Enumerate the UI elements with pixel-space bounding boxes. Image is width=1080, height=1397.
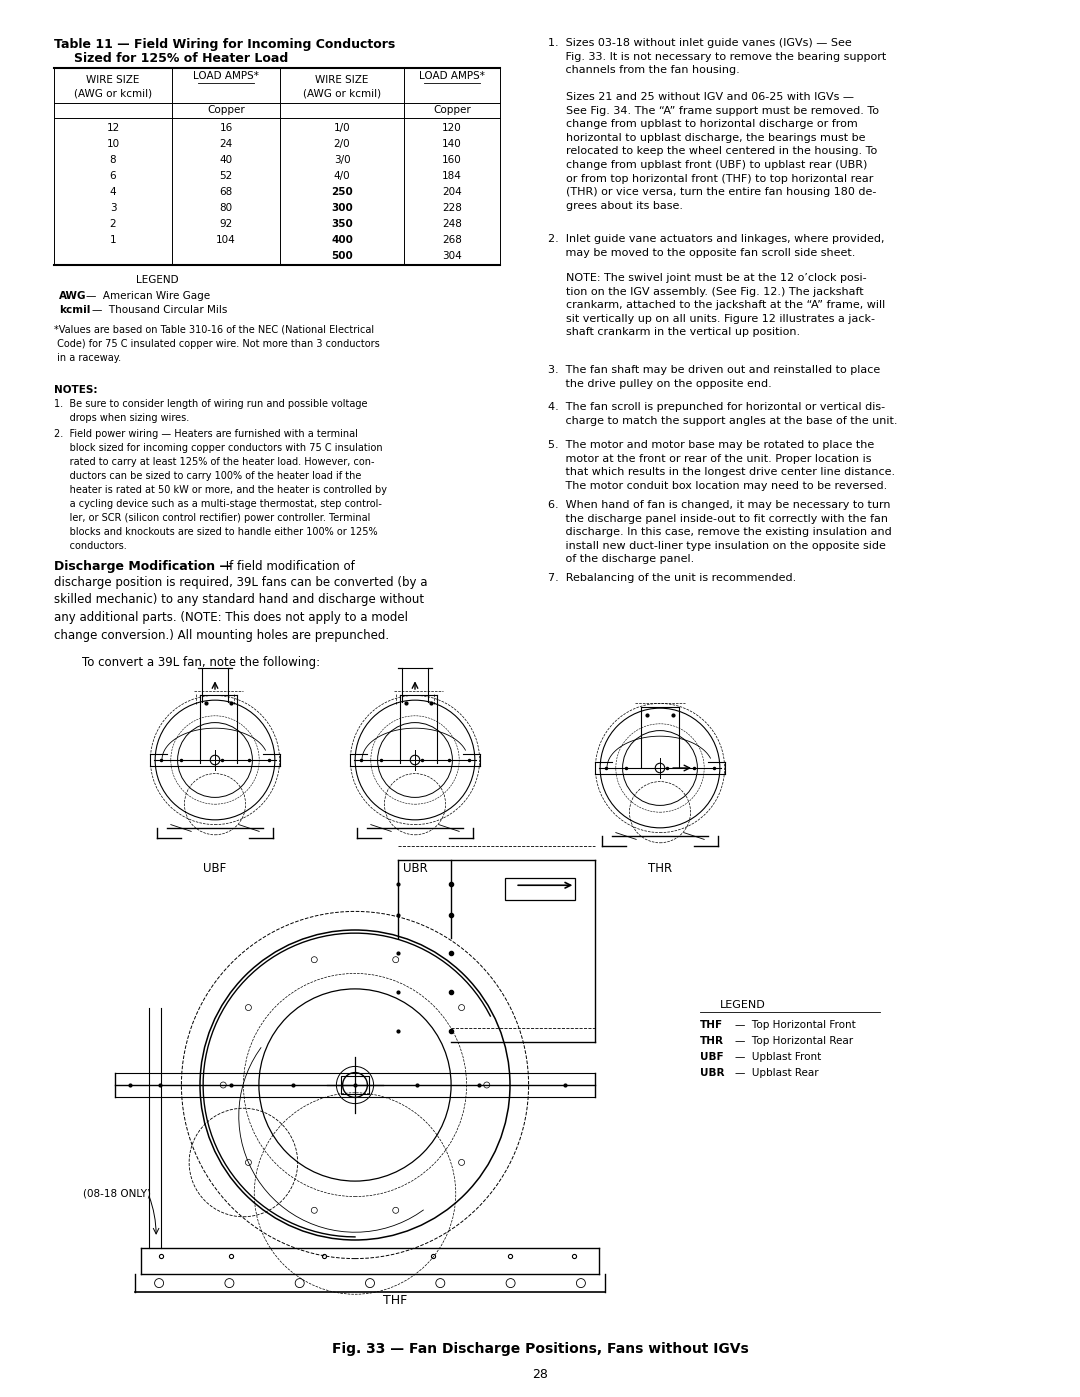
Text: 8: 8 — [110, 155, 117, 165]
Text: LOAD AMPS*: LOAD AMPS* — [193, 71, 259, 81]
Text: 248: 248 — [442, 219, 462, 229]
Text: Discharge Modification —: Discharge Modification — — [54, 560, 232, 573]
Text: 304: 304 — [442, 251, 462, 261]
Text: 1.  Be sure to consider length of wiring run and possible voltage
     drops whe: 1. Be sure to consider length of wiring … — [54, 400, 367, 423]
Text: 120: 120 — [442, 123, 462, 133]
Text: 250: 250 — [332, 187, 353, 197]
Text: UBR: UBR — [700, 1067, 725, 1078]
Text: 2: 2 — [110, 219, 117, 229]
Text: 40: 40 — [219, 155, 232, 165]
Text: LEGEND: LEGEND — [720, 1000, 766, 1010]
Text: 92: 92 — [219, 219, 232, 229]
Text: —  Thousand Circular Mils: — Thousand Circular Mils — [92, 305, 228, 314]
Text: 400: 400 — [332, 235, 353, 244]
Text: 4/0: 4/0 — [334, 170, 350, 182]
Text: 52: 52 — [219, 170, 232, 182]
Text: 268: 268 — [442, 235, 462, 244]
Text: —  American Wire Gage: — American Wire Gage — [86, 291, 211, 300]
Text: UBR: UBR — [403, 862, 428, 875]
Text: To convert a 39L fan, note the following:: To convert a 39L fan, note the following… — [82, 657, 320, 669]
Text: —  Upblast Front: — Upblast Front — [735, 1052, 821, 1062]
Text: (AWG or kcmil): (AWG or kcmil) — [73, 89, 152, 99]
Text: 104: 104 — [216, 235, 235, 244]
Text: LEGEND: LEGEND — [136, 275, 178, 285]
Text: 5.  The motor and motor base may be rotated to place the
     motor at the front: 5. The motor and motor base may be rotat… — [548, 440, 895, 490]
Text: 350: 350 — [332, 219, 353, 229]
Text: 2.  Inlet guide vane actuators and linkages, where provided,
     may be moved t: 2. Inlet guide vane actuators and linkag… — [548, 235, 885, 257]
Text: LOAD AMPS*: LOAD AMPS* — [419, 71, 485, 81]
Text: 1/0: 1/0 — [334, 123, 350, 133]
Text: 7.  Rebalancing of the unit is recommended.: 7. Rebalancing of the unit is recommende… — [548, 573, 796, 583]
Text: If field modification of: If field modification of — [222, 560, 354, 573]
Text: 6: 6 — [110, 170, 117, 182]
Text: NOTES:: NOTES: — [54, 386, 97, 395]
Text: 184: 184 — [442, 170, 462, 182]
Text: Fig. 33 — Fan Discharge Positions, Fans without IGVs: Fig. 33 — Fan Discharge Positions, Fans … — [332, 1343, 748, 1356]
Text: 2.  Field power wiring — Heaters are furnished with a terminal
     block sized : 2. Field power wiring — Heaters are furn… — [54, 429, 387, 550]
Text: —  Top Horizontal Front: — Top Horizontal Front — [735, 1020, 855, 1030]
Bar — [505, 879, 576, 900]
Text: discharge position is required, 39L fans can be converted (by a
skilled mechanic: discharge position is required, 39L fans… — [54, 576, 428, 641]
Text: 4.  The fan scroll is prepunched for horizontal or vertical dis-
     charge to : 4. The fan scroll is prepunched for hori… — [548, 402, 897, 426]
Text: THF: THF — [700, 1020, 724, 1030]
Text: UBF: UBF — [700, 1052, 724, 1062]
Text: kcmil: kcmil — [59, 305, 91, 314]
Text: NOTE: The swivel joint must be at the 12 o’clock posi-
tion on the IGV assembly.: NOTE: The swivel joint must be at the 12… — [566, 272, 886, 338]
Text: 140: 140 — [442, 138, 462, 149]
Text: 1: 1 — [110, 235, 117, 244]
Bar — [341, 1076, 369, 1094]
Text: —  Upblast Rear: — Upblast Rear — [735, 1067, 819, 1078]
Text: 1.  Sizes 03-18 without inlet guide vanes (IGVs) — See
     Fig. 33. It is not n: 1. Sizes 03-18 without inlet guide vanes… — [548, 38, 887, 75]
Text: 3: 3 — [110, 203, 117, 212]
Text: 68: 68 — [219, 187, 232, 197]
Text: 10: 10 — [107, 138, 120, 149]
Text: 204: 204 — [442, 187, 462, 197]
Text: 3.  The fan shaft may be driven out and reinstalled to place
     the drive pull: 3. The fan shaft may be driven out and r… — [548, 365, 880, 388]
Text: (08-18 ONLY): (08-18 ONLY) — [83, 1189, 151, 1199]
Text: Table 11 — Field Wiring for Incoming Conductors: Table 11 — Field Wiring for Incoming Con… — [54, 38, 395, 52]
Text: AWG: AWG — [59, 291, 86, 300]
Text: 3/0: 3/0 — [334, 155, 350, 165]
Text: 2/0: 2/0 — [334, 138, 350, 149]
Text: 160: 160 — [442, 155, 462, 165]
Text: THR: THR — [648, 862, 672, 875]
Text: UBF: UBF — [203, 862, 227, 875]
Text: *Values are based on Table 310-16 of the NEC (National Electrical
 Code) for 75 : *Values are based on Table 310-16 of the… — [54, 326, 380, 363]
Text: (AWG or kcmil): (AWG or kcmil) — [302, 89, 381, 99]
Text: Sizes 21 and 25 without IGV and 06-25 with IGVs —
See Fig. 34. The “A” frame sup: Sizes 21 and 25 without IGV and 06-25 wi… — [566, 92, 879, 211]
Text: 228: 228 — [442, 203, 462, 212]
Text: 12: 12 — [106, 123, 120, 133]
Text: 500: 500 — [332, 251, 353, 261]
Text: THF: THF — [383, 1294, 407, 1308]
Text: 16: 16 — [219, 123, 232, 133]
Text: Copper: Copper — [207, 105, 245, 115]
Text: —  Top Horizontal Rear: — Top Horizontal Rear — [735, 1037, 853, 1046]
Text: Sized for 125% of Heater Load: Sized for 125% of Heater Load — [75, 52, 288, 66]
Text: 28: 28 — [532, 1368, 548, 1382]
Text: Copper: Copper — [433, 105, 471, 115]
Text: 6.  When hand of fan is changed, it may be necessary to turn
     the discharge : 6. When hand of fan is changed, it may b… — [548, 500, 892, 564]
Text: THR: THR — [700, 1037, 724, 1046]
Text: WIRE SIZE: WIRE SIZE — [315, 75, 368, 85]
Text: 24: 24 — [219, 138, 232, 149]
Text: 80: 80 — [219, 203, 232, 212]
Text: 300: 300 — [332, 203, 353, 212]
Text: WIRE SIZE: WIRE SIZE — [86, 75, 139, 85]
Text: 4: 4 — [110, 187, 117, 197]
